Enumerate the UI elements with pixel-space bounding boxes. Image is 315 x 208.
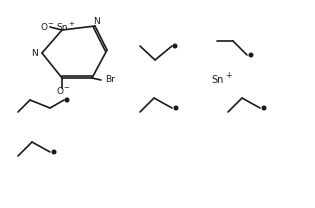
Text: +: + — [225, 72, 231, 80]
Text: N: N — [32, 48, 38, 57]
Text: Sn: Sn — [56, 24, 68, 32]
Circle shape — [174, 106, 178, 110]
Text: −: − — [47, 21, 53, 27]
Circle shape — [262, 106, 266, 110]
Text: +: + — [68, 21, 74, 27]
Text: Sn: Sn — [212, 75, 224, 85]
Circle shape — [249, 53, 253, 57]
Text: N: N — [94, 16, 100, 26]
Text: O: O — [41, 24, 48, 32]
Circle shape — [173, 44, 177, 48]
Circle shape — [65, 98, 69, 102]
Circle shape — [52, 150, 56, 154]
Text: −: − — [63, 85, 69, 91]
Text: O: O — [56, 88, 64, 97]
Text: Br: Br — [105, 76, 115, 84]
